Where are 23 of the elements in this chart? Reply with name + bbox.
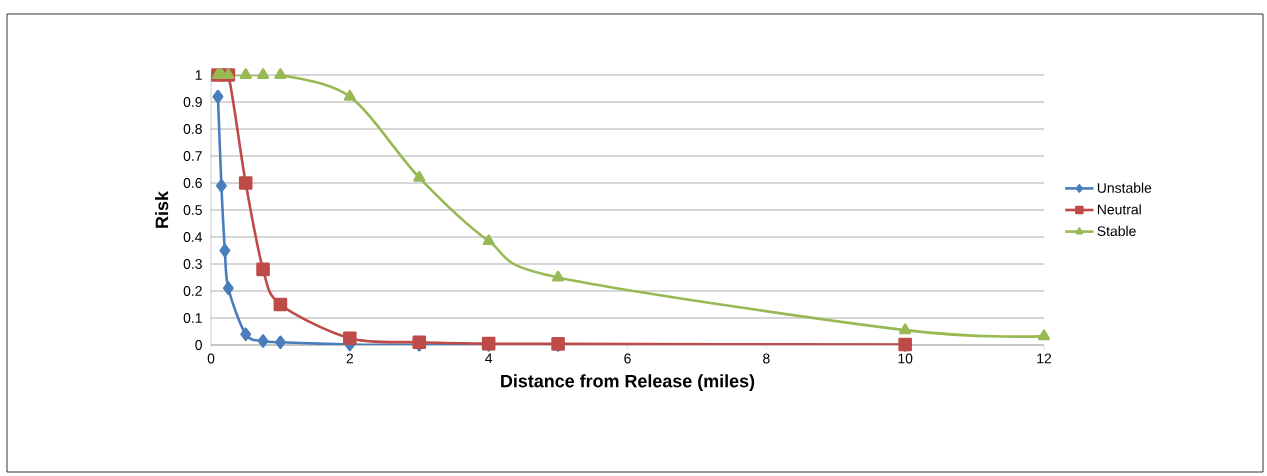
y-tick-label: 0.6	[183, 178, 202, 188]
legend-label: Unstable	[1097, 182, 1152, 193]
x-tick-label: 2	[346, 353, 354, 364]
x-axis-title: Distance from Release (miles)	[501, 374, 755, 391]
y-tick-label: 0.9	[183, 97, 202, 107]
y-tick-label: 0	[195, 340, 202, 350]
x-tick-label: 4	[485, 353, 493, 364]
legend-label: Neutral	[1097, 204, 1141, 215]
y-tick-label: 0.8	[183, 124, 202, 134]
y-tick-label: 0.2	[183, 286, 202, 296]
x-tick-label: 6	[624, 353, 631, 364]
y-tick-label: 0.7	[183, 151, 202, 161]
x-tick-label: 0	[207, 353, 215, 364]
y-tick-label: 0.3	[183, 259, 202, 269]
x-tick-label: 8	[763, 353, 770, 364]
x-tick-label: 12	[1037, 353, 1052, 364]
y-tick-label: 1	[195, 70, 202, 80]
y-tick-label: 0.1	[183, 313, 202, 323]
x-tick-label: 10	[898, 353, 913, 364]
legend-label: Stable	[1097, 225, 1136, 237]
y-axis-title: Risk	[155, 191, 169, 228]
y-tick-label: 0.4	[183, 232, 203, 242]
y-tick-label: 0.5	[183, 205, 202, 215]
